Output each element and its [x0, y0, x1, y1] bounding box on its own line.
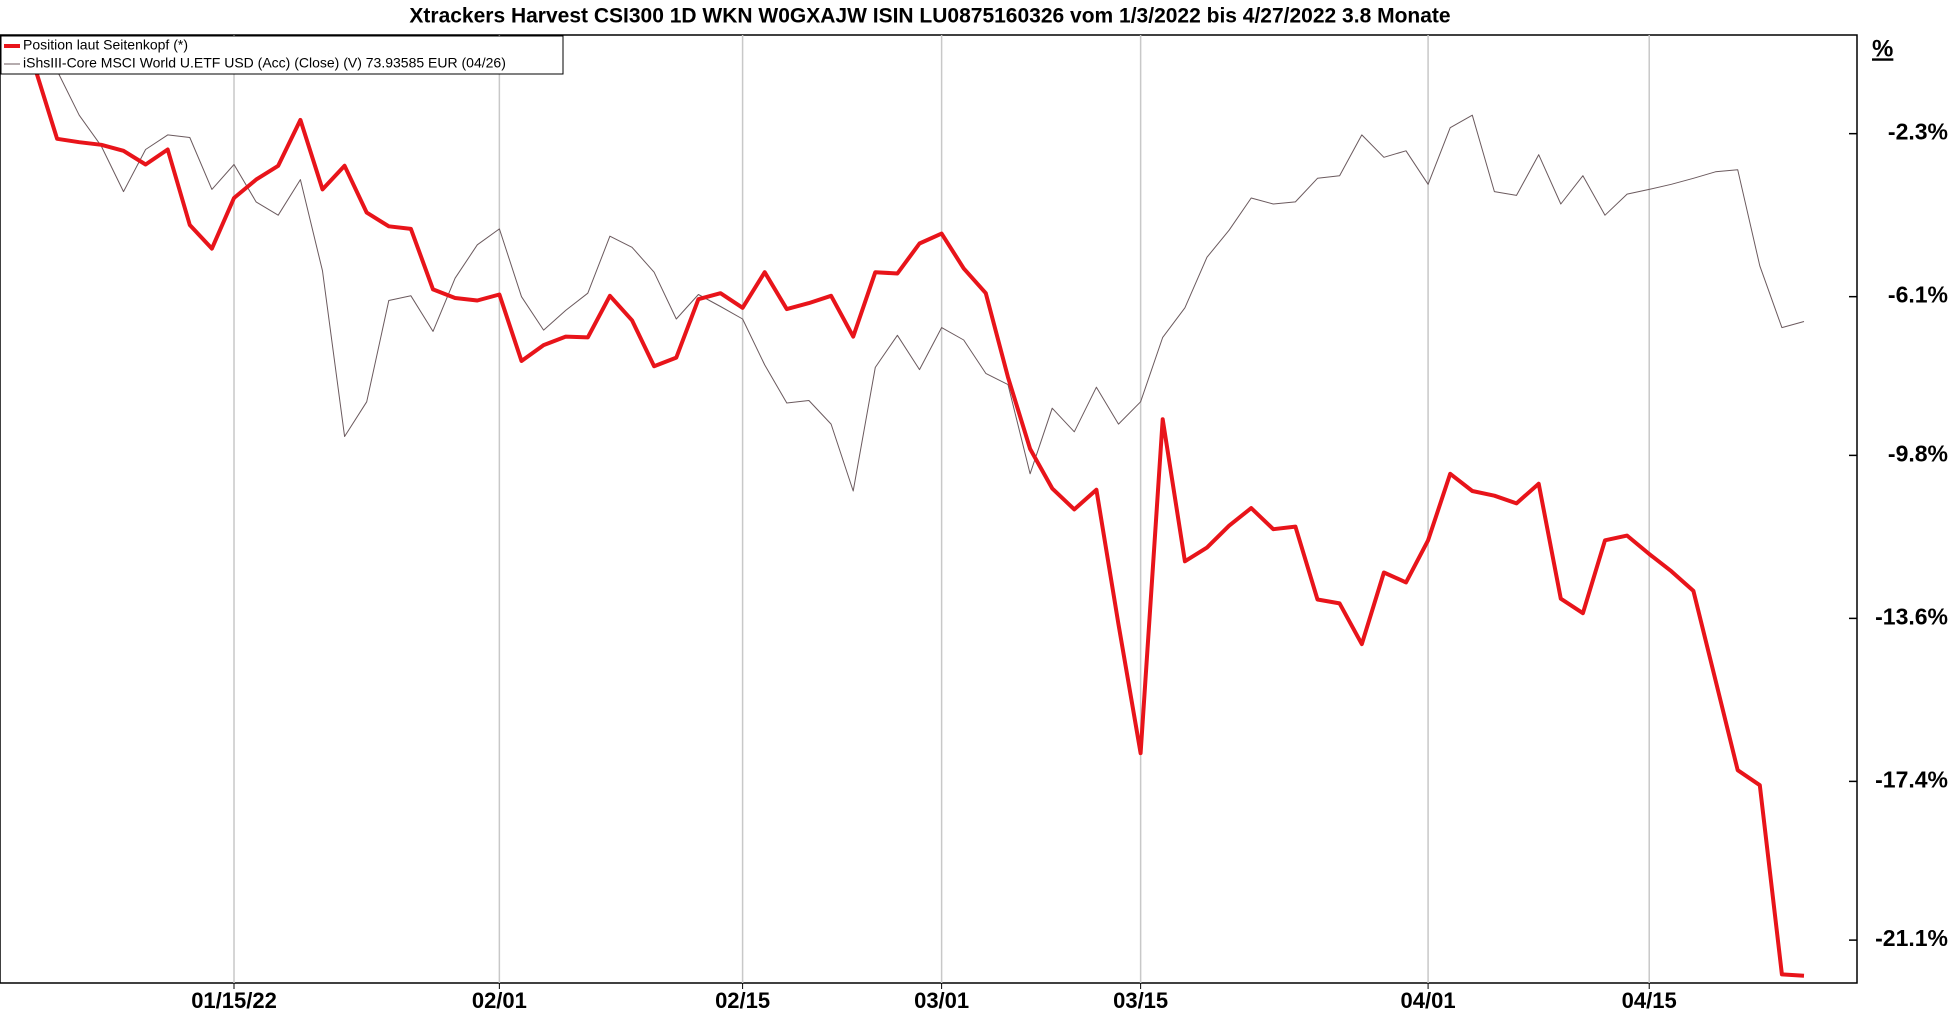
x-tick-label: 04/15 [1622, 988, 1677, 1013]
chart-title: Xtrackers Harvest CSI300 1D WKN W0GXAJW … [409, 5, 1450, 28]
y-tick-label: -21.1% [1875, 925, 1948, 951]
y-tick-label: -9.8% [1888, 440, 1948, 466]
y-tick-label: -13.6% [1875, 603, 1948, 629]
y-tick-label: -2.3% [1888, 119, 1948, 145]
x-tick-label: 03/01 [914, 988, 969, 1013]
y-unit: % [1872, 35, 1893, 62]
series-line [33, 67, 1805, 978]
x-tick-label: 02/01 [472, 988, 527, 1013]
y-tick-label: -17.4% [1875, 766, 1948, 792]
y-tick-label: -6.1% [1888, 282, 1948, 308]
legend-label: Position laut Seitenkopf (*) [23, 37, 188, 53]
x-tick-label: 03/15 [1113, 988, 1168, 1013]
legend-label: iShsIII-Core MSCI World U.ETF USD (Acc) … [23, 55, 506, 71]
legend-box [0, 35, 564, 75]
legend: Position laut Seitenkopf (*) iShsIII-Core… [0, 35, 564, 75]
x-tick-label: 01/15/22 [191, 988, 277, 1013]
plot-frame [0, 34, 1858, 984]
x-tick-label: 04/01 [1401, 988, 1456, 1013]
series-line [34, 61, 1805, 492]
x-tick-label: 02/15 [715, 988, 770, 1013]
